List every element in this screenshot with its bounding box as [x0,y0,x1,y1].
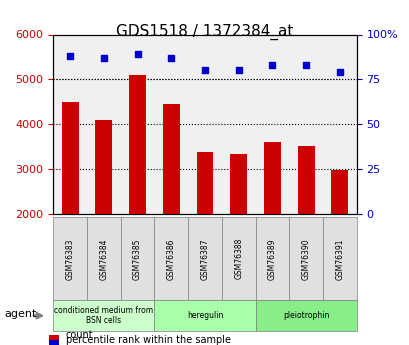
Text: GSM76389: GSM76389 [267,238,276,279]
Bar [330,170,347,304]
Point [134,51,141,57]
Text: conditioned medium from
BSN cells: conditioned medium from BSN cells [54,306,153,325]
Text: GSM76383: GSM76383 [65,238,74,279]
Point [302,62,309,68]
Text: GDS1518 / 1372384_at: GDS1518 / 1372384_at [116,24,293,40]
Text: heregulin: heregulin [187,311,222,320]
Text: GSM76385: GSM76385 [133,238,142,279]
Text: count: count [65,330,93,340]
Point [268,62,275,68]
Point [336,69,342,75]
Text: GSM76388: GSM76388 [234,238,243,279]
Bar [230,154,247,304]
Text: agent: agent [4,309,36,319]
Text: percentile rank within the sample: percentile rank within the sample [65,335,230,345]
Text: GSM76387: GSM76387 [200,238,209,279]
Bar [62,102,79,304]
Bar [196,152,213,304]
Bar [162,104,179,304]
Point [235,68,241,73]
Point [201,68,208,73]
Text: GSM76391: GSM76391 [335,238,344,279]
Text: GSM76390: GSM76390 [301,238,310,279]
Bar [297,146,314,304]
Bar [263,142,280,304]
Bar [95,120,112,304]
Text: pleiotrophin: pleiotrophin [282,311,328,320]
Point [67,53,73,59]
Text: GSM76386: GSM76386 [166,238,175,279]
Text: GSM76384: GSM76384 [99,238,108,279]
Point [168,55,174,61]
Bar [129,75,146,304]
Point [100,55,107,61]
